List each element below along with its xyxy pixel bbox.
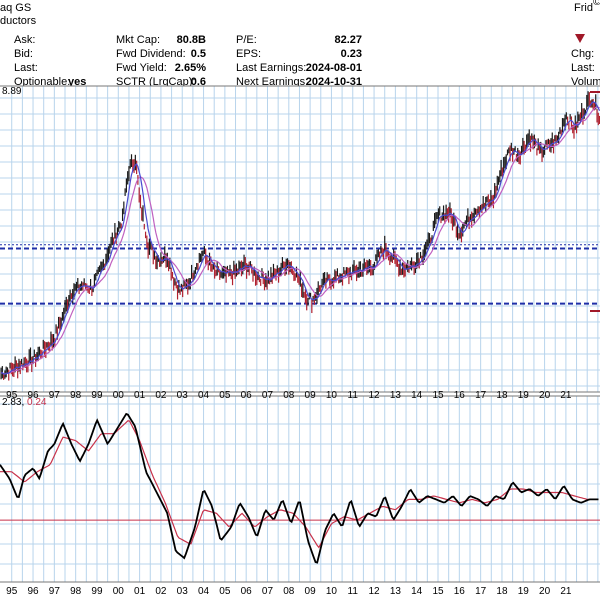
optionable-label: Optionable: (14, 76, 71, 88)
x-tick-label: 05 (219, 390, 231, 401)
x-tick-label: 07 (262, 390, 274, 401)
x-tick-label: 98 (70, 586, 82, 597)
sctr-label: SCTR (LrgCap): (116, 76, 196, 88)
x-tick-label: 06 (241, 390, 253, 401)
last-earnings-label: Last Earnings: (236, 62, 307, 74)
price-panel-bg (0, 86, 600, 392)
header-panel: aq GS ductors Frid © Ask: Bid: Last: Opt… (0, 0, 600, 88)
x-tick-label: 09 (305, 586, 317, 597)
date-fragment: Frid (574, 2, 593, 14)
x-tick-label: 00 (113, 390, 125, 401)
x-tick-label: 99 (91, 390, 103, 401)
x-tick-label: 96 (27, 390, 39, 401)
x-tick-label: 97 (49, 586, 61, 597)
x-tick-label: 95 (6, 586, 18, 597)
optionable-value: yes (68, 76, 87, 88)
eps-label: EPS: (236, 48, 262, 60)
separator: , (21, 397, 27, 408)
copyright-fragment: © (593, 0, 600, 8)
last-label: Last: (14, 62, 38, 74)
x-tick-label: 16 (454, 586, 466, 597)
x-tick-label: 97 (49, 390, 61, 401)
macd-line (0, 412, 599, 564)
x-tick-label: 17 (475, 586, 487, 597)
x-tick-label: 10 (326, 586, 338, 597)
down-triangle-icon (575, 34, 585, 43)
x-tick-label: 03 (177, 586, 189, 597)
sctr-value: 0.6 (190, 76, 206, 88)
x-tick-label: 19 (518, 390, 530, 401)
x-tick-label: 11 (348, 390, 359, 401)
next-earnings-label: Next Earnings: (236, 76, 309, 88)
exchange-label: aq GS (0, 2, 32, 14)
x-tick-label: 96 (27, 586, 39, 597)
last-earnings-value: 2024-08-01 (305, 62, 362, 74)
x-tick-label: 12 (369, 390, 381, 401)
x-tick-label: 11 (348, 586, 359, 597)
x-tick-label: 14 (411, 586, 423, 597)
pe-value: 82.27 (334, 34, 362, 46)
x-tick-label: 03 (177, 390, 189, 401)
chg-label: Chg: (571, 48, 595, 60)
industry-label: ductors (0, 15, 37, 27)
x-tick-label: 08 (283, 390, 295, 401)
fwd-dividend-label: Fwd Dividend: (116, 48, 186, 60)
x-tick-label: 16 (454, 390, 466, 401)
fwd-yield-label: Fwd Yield: (116, 62, 167, 74)
x-tick-label: 10 (326, 390, 338, 401)
x-tick-label: 06 (241, 586, 253, 597)
x-tick-label: 21 (560, 586, 572, 597)
x-tick-label: 15 (432, 390, 444, 401)
x-tick-label: 05 (219, 586, 231, 597)
next-earnings-value: 2024-10-31 (305, 76, 362, 88)
last-price-label: Last: (571, 62, 595, 74)
ma-fast-line (0, 101, 600, 375)
signal-line (0, 420, 599, 549)
eps-value: 0.23 (340, 48, 362, 60)
x-tick-label: 13 (390, 586, 402, 597)
x-tick-label: 95 (6, 390, 18, 401)
x-tick-label: 17 (475, 390, 487, 401)
signal-value-label: 0.24 (27, 397, 47, 408)
fwd-yield-value: 2.65% (174, 62, 206, 74)
x-tick-label: 20 (539, 390, 551, 401)
x-tick-label: 04 (198, 390, 210, 401)
x-tick-label: 08 (283, 586, 295, 597)
bid-label: Bid: (14, 48, 33, 60)
x-tick-label: 02 (155, 586, 167, 597)
fwd-dividend-value: 0.5 (190, 48, 206, 60)
x-tick-label: 19 (518, 586, 530, 597)
x-tick-label: 20 (539, 586, 551, 597)
x-tick-label: 15 (432, 586, 444, 597)
indicator-panel-bg (0, 396, 600, 582)
x-tick-label: 98 (70, 390, 82, 401)
ask-label: Ask: (14, 34, 36, 46)
x-tick-label: 12 (369, 586, 381, 597)
mktcap-label: Mkt Cap: (116, 34, 161, 46)
x-tick-label: 01 (134, 586, 146, 597)
x-tick-label: 18 (496, 390, 508, 401)
x-tick-label: 21 (560, 390, 572, 401)
volume-label: Volume (571, 76, 600, 88)
pe-label: P/E: (236, 34, 257, 46)
macd-value-label: 2.83 (2, 397, 22, 408)
x-tick-label: 18 (496, 586, 508, 597)
x-tick-label: 04 (198, 586, 210, 597)
x-tick-label: 01 (134, 390, 146, 401)
indicator-values: 2.83, 0.24 (2, 397, 47, 408)
x-tick-label: 99 (91, 586, 103, 597)
x-tick-label: 02 (155, 390, 167, 401)
x-tick-label: 07 (262, 586, 274, 597)
ma-slow-line (0, 106, 600, 375)
x-tick-label: 00 (113, 586, 125, 597)
x-tick-label: 09 (305, 390, 317, 401)
x-tick-label: 14 (411, 390, 423, 401)
mktcap-value: 80.8B (176, 34, 206, 46)
x-tick-label: 13 (390, 390, 402, 401)
